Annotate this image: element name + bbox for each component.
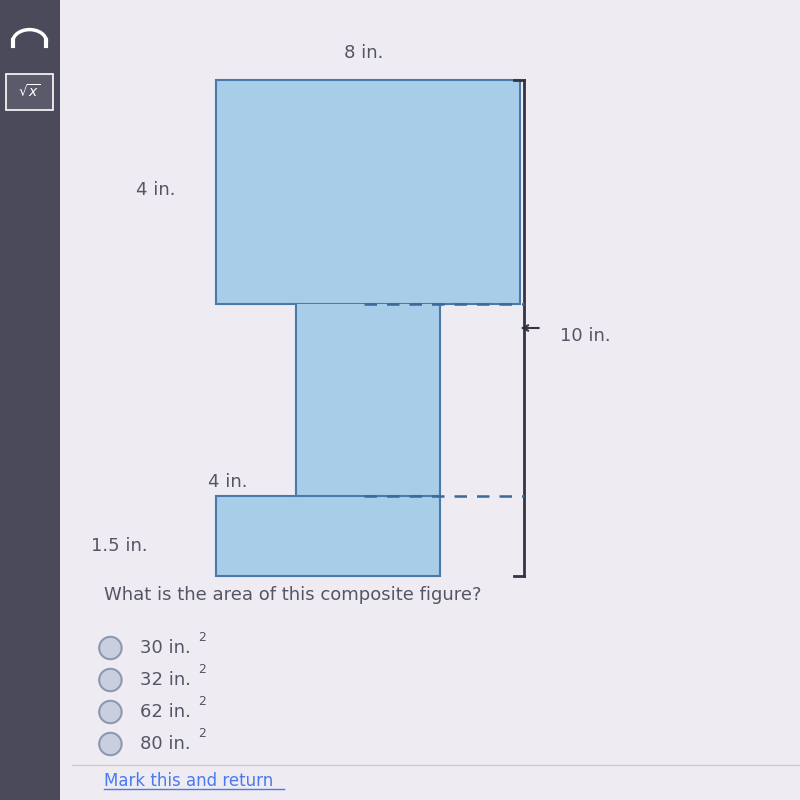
Bar xyxy=(0,0,60,800)
Text: 10 in.: 10 in. xyxy=(560,327,610,345)
Text: 62 in.: 62 in. xyxy=(140,703,191,721)
Text: 4 in.: 4 in. xyxy=(137,182,176,199)
Circle shape xyxy=(99,637,122,659)
Bar xyxy=(216,496,440,576)
Bar xyxy=(296,304,440,496)
Circle shape xyxy=(99,669,122,691)
Text: 1.5 in.: 1.5 in. xyxy=(91,537,148,554)
Text: $\sqrt{x}$: $\sqrt{x}$ xyxy=(18,83,41,101)
Text: 80 in.: 80 in. xyxy=(140,735,190,753)
Text: 4 in.: 4 in. xyxy=(209,473,248,490)
Text: 2: 2 xyxy=(198,663,206,676)
FancyBboxPatch shape xyxy=(6,74,53,110)
Circle shape xyxy=(99,701,122,723)
Text: What is the area of this composite figure?: What is the area of this composite figur… xyxy=(104,586,482,604)
Text: Mark this and return: Mark this and return xyxy=(104,772,274,790)
Text: 8 in.: 8 in. xyxy=(344,44,384,62)
Bar xyxy=(216,80,520,304)
Circle shape xyxy=(99,733,122,755)
Text: 30 in.: 30 in. xyxy=(140,639,190,657)
Text: 2: 2 xyxy=(198,727,206,740)
Text: 32 in.: 32 in. xyxy=(140,671,191,689)
Text: 2: 2 xyxy=(198,695,206,708)
Text: 2: 2 xyxy=(198,631,206,644)
